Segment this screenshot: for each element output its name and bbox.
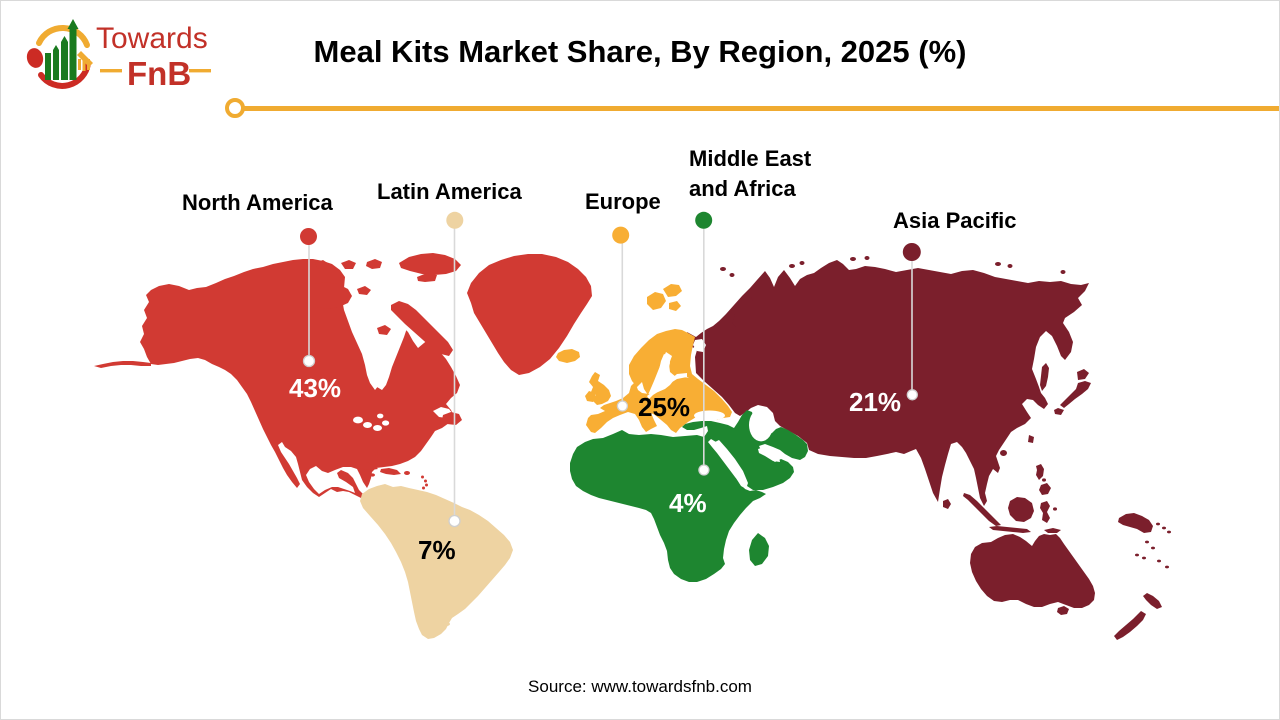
svg-text:FnB: FnB: [127, 55, 191, 92]
svg-text:Towards: Towards: [96, 22, 208, 55]
